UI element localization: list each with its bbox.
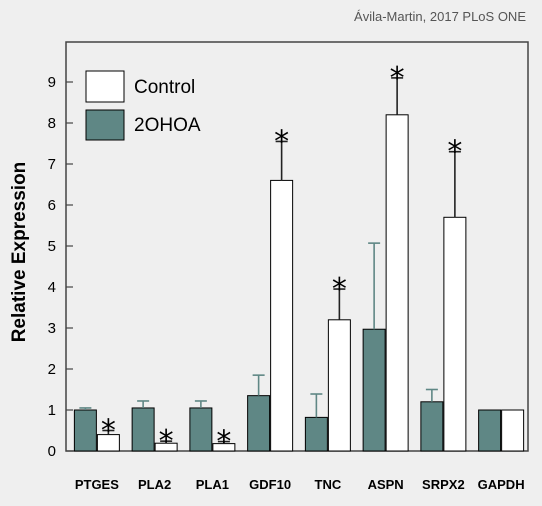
bar xyxy=(247,395,271,452)
y-tick-label: 0 xyxy=(48,443,56,460)
bar xyxy=(385,114,409,452)
significance-marker: * xyxy=(390,61,405,96)
y-tick-label: 2 xyxy=(48,361,56,378)
bar xyxy=(478,409,502,452)
legend-label-2ohoa: 2OHOA xyxy=(134,115,201,136)
bar xyxy=(420,401,444,452)
source-credit: Ávila-Martin, 2017 PLoS ONE xyxy=(354,9,526,24)
bar xyxy=(189,407,213,452)
y-tick-label: 3 xyxy=(48,320,56,337)
legend: Control 2OHOA xyxy=(85,70,201,141)
significance-marker: * xyxy=(274,124,289,159)
category-label: PLA1 xyxy=(196,477,229,492)
bar xyxy=(73,409,97,452)
significance-marker: * xyxy=(332,272,347,307)
significance-marker: * xyxy=(101,414,116,449)
legend-swatch-2ohoa xyxy=(85,109,125,141)
y-axis: 0 1 2 3 4 5 6 7 8 9 xyxy=(48,74,73,460)
x-axis: PTGES PLA2 PLA1 GDF10 TNC ASPN SRPX2 GAPDH xyxy=(75,477,525,492)
category-label: TNC xyxy=(315,477,342,492)
significance-marker: * xyxy=(159,424,174,459)
y-tick-label: 8 xyxy=(48,115,56,132)
significance-marker: * xyxy=(216,425,231,460)
category-label: PLA2 xyxy=(138,477,171,492)
bar xyxy=(304,416,328,452)
bar xyxy=(327,319,351,452)
category-label: GAPDH xyxy=(478,477,525,492)
y-tick-label: 7 xyxy=(48,156,56,173)
bar xyxy=(501,409,525,452)
y-tick-label: 5 xyxy=(48,238,56,255)
legend-swatch-control xyxy=(85,70,125,103)
y-tick-label: 4 xyxy=(48,279,56,296)
y-tick-label: 9 xyxy=(48,74,56,91)
y-axis-label: Relative Expression xyxy=(9,162,30,343)
bar xyxy=(362,328,386,452)
y-tick-label: 6 xyxy=(48,197,56,214)
bars: * * * * * * * xyxy=(73,61,525,460)
bar xyxy=(270,179,294,452)
category-label: GDF10 xyxy=(249,477,291,492)
significance-marker: * xyxy=(447,135,462,170)
bar xyxy=(131,407,155,452)
category-label: PTGES xyxy=(75,477,119,492)
category-label: SRPX2 xyxy=(422,477,465,492)
y-tick-label: 1 xyxy=(48,402,56,419)
bar xyxy=(443,216,467,452)
category-label: ASPN xyxy=(368,477,404,492)
legend-label-control: Control xyxy=(134,77,195,98)
